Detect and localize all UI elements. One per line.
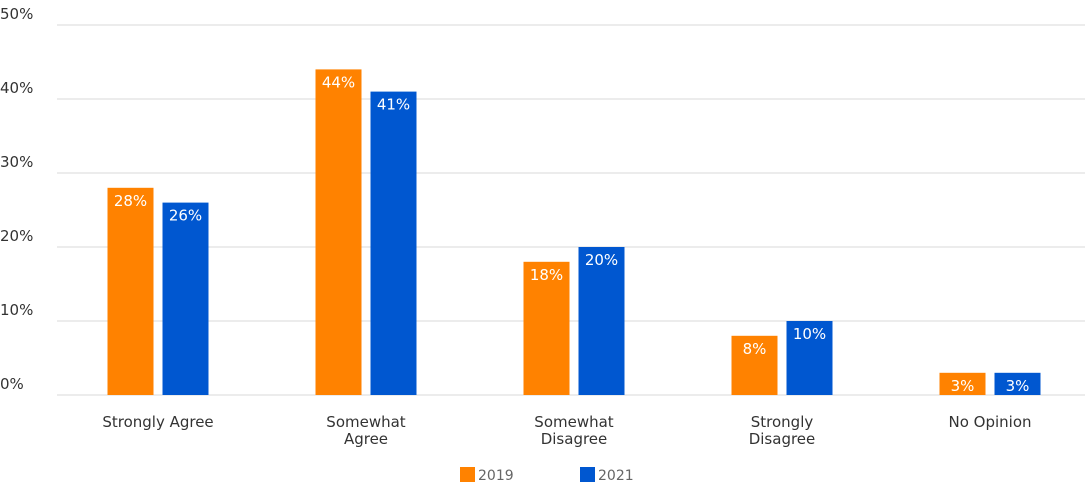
data-label: 41%	[377, 96, 410, 114]
bar-2021	[370, 91, 417, 395]
bar-2019	[939, 372, 986, 395]
bar-2019	[523, 261, 570, 395]
category-label: Disagree	[749, 430, 816, 448]
data-label: 26%	[169, 207, 202, 225]
category-label: Strongly Agree	[102, 413, 213, 431]
y-tick-label: 10%	[0, 301, 33, 319]
legend-swatch	[460, 467, 475, 482]
bar-2021	[786, 321, 833, 395]
category-label: No Opinion	[948, 413, 1031, 431]
category-label: Agree	[344, 430, 388, 448]
bar-2021	[994, 372, 1041, 395]
data-label: 28%	[114, 192, 147, 210]
data-label: 3%	[951, 377, 975, 395]
bar-2019	[107, 187, 154, 395]
y-tick-label: 50%	[0, 5, 33, 23]
legend-swatch	[580, 467, 595, 482]
data-label: 18%	[530, 266, 563, 284]
category-label: Strongly	[751, 413, 814, 431]
category-label: Disagree	[541, 430, 608, 448]
y-tick-label: 40%	[0, 79, 33, 97]
data-label: 20%	[585, 251, 618, 269]
y-tick-label: 20%	[0, 227, 33, 245]
y-tick-label: 30%	[0, 153, 33, 171]
legend-label: 2021	[598, 468, 634, 484]
bar-2021	[162, 202, 209, 395]
y-tick-label: 0%	[0, 375, 24, 393]
category-label: Somewhat	[534, 413, 614, 431]
data-label: 10%	[793, 325, 826, 343]
category-label: Somewhat	[326, 413, 406, 431]
data-label: 44%	[322, 73, 355, 91]
bar-2019	[731, 335, 778, 395]
legend-label: 2019	[478, 468, 514, 484]
bar-2021	[578, 247, 625, 395]
data-label: 8%	[743, 340, 767, 358]
data-label: 3%	[1006, 377, 1030, 395]
bar-2019	[315, 69, 362, 396]
